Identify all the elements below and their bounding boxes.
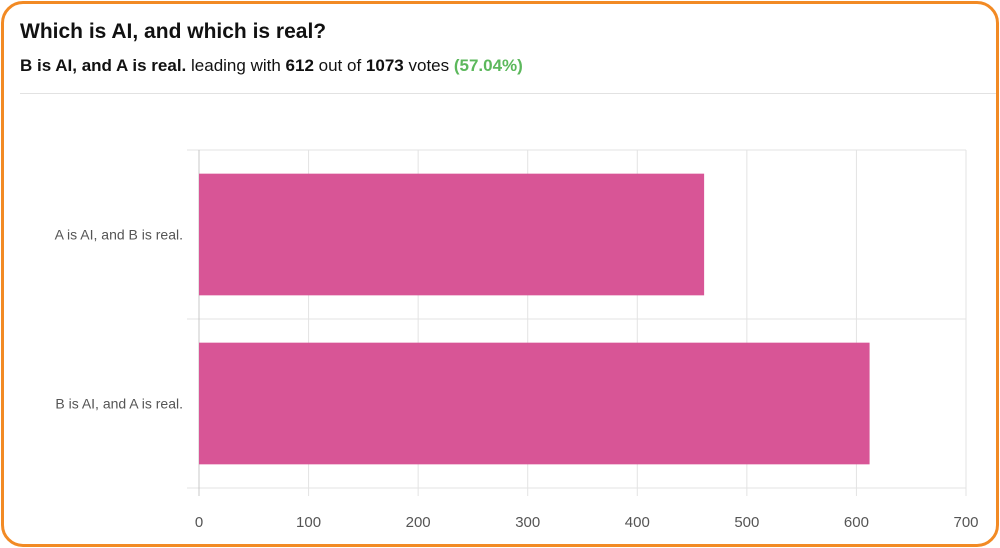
poll-summary: B is AI, and A is real. leading with 612… <box>20 56 523 76</box>
x-tick-label: 600 <box>844 514 869 531</box>
x-tick-label: 100 <box>296 514 321 531</box>
x-tick-label: 200 <box>406 514 431 531</box>
leader-vote-count: 612 <box>285 56 314 75</box>
x-tick-label: 400 <box>625 514 650 531</box>
bar-1 <box>199 173 705 296</box>
x-tick-label: 0 <box>195 514 203 531</box>
total-vote-count: 1073 <box>365 56 404 75</box>
leading-option: B is AI, and A is real. <box>20 56 187 75</box>
category-label: B is AI, and A is real. <box>55 396 183 412</box>
out-of-text: out of <box>318 56 362 75</box>
header-divider <box>20 93 996 94</box>
votes-text: votes <box>408 56 450 75</box>
x-tick-label: 500 <box>734 514 759 531</box>
bar-2 <box>199 342 870 465</box>
x-tick-label: 700 <box>953 514 978 531</box>
category-label: A is AI, and B is real. <box>55 227 183 243</box>
x-tick-label: 300 <box>515 514 540 531</box>
poll-question: Which is AI, and which is real? <box>20 20 327 43</box>
leading-with-text: leading with <box>191 56 281 75</box>
leader-percentage: (57.04%) <box>453 56 523 75</box>
